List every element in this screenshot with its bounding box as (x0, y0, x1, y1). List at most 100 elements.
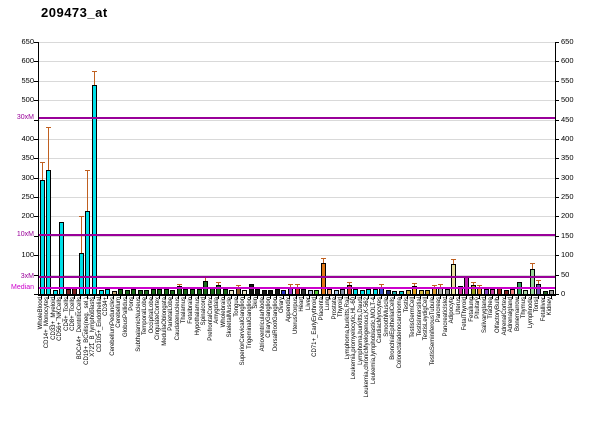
x-tick (531, 296, 533, 299)
x-tick (217, 296, 219, 299)
y-tick-left (34, 138, 38, 140)
x-tick-label: BDCA4+_DentriticCells (76, 297, 83, 360)
y-tick-right (555, 61, 559, 63)
x-tick (426, 296, 428, 299)
x-tick (485, 296, 487, 299)
x-tick-label: OlfactoryBulb (494, 297, 501, 334)
bar-Fetalbrain (189, 289, 195, 295)
error-bar-cap (346, 281, 352, 283)
gridline (39, 61, 555, 63)
error-bar-cap (529, 262, 535, 264)
x-tick (106, 296, 108, 299)
x-tick (86, 296, 88, 299)
x-tick (126, 296, 128, 299)
x-tick (393, 296, 395, 299)
y-tick-right (555, 42, 559, 43)
y-axis-label-right: 350 (561, 153, 574, 163)
error-bar (348, 281, 350, 285)
y-tick-right (555, 197, 559, 199)
chart-title: 209473_at (41, 5, 108, 20)
x-tick (204, 296, 206, 299)
error-bar-cap (78, 216, 84, 218)
error-bar (94, 71, 96, 85)
refline-Median (39, 287, 555, 290)
bar-CD19+_BCells(neg._sel.) (85, 211, 91, 295)
y-axis-label-left: 500 (21, 95, 34, 105)
x-tick (302, 296, 304, 299)
bar-Ovary (281, 290, 287, 295)
y-axis-label-left: 300 (21, 172, 34, 182)
x-tick (132, 296, 134, 299)
y-tick-right (555, 216, 559, 218)
x-tick-label: Colorectaladenocarcinoma (397, 297, 403, 369)
x-tick (315, 296, 317, 299)
bar-CD71+_EarlyErythroid (314, 290, 320, 295)
refline-label-3xM: 3xM (20, 272, 34, 280)
x-tick (341, 296, 343, 299)
gridline (39, 158, 555, 160)
y-axis-label-right: 150 (561, 230, 574, 240)
bar-TestisGermCell (412, 286, 418, 295)
x-tick (119, 296, 121, 299)
error-bar (531, 262, 533, 269)
bar-AdrenalCortex (503, 290, 509, 295)
bar-CD105+_Endothelial (98, 290, 104, 295)
error-bar (205, 276, 207, 281)
x-tick (73, 296, 75, 299)
y-tick-left (34, 158, 38, 160)
bar-X721_B_lymphoblasts (92, 85, 98, 295)
y-tick-left (34, 61, 38, 63)
x-tick (276, 296, 278, 299)
x-tick (518, 296, 520, 299)
y-axis-label-left: 400 (21, 133, 34, 143)
x-tick (348, 296, 350, 299)
bar-Kidney (549, 290, 555, 295)
error-bar (414, 282, 416, 286)
x-tick (243, 296, 245, 299)
bar-SubthalamicNucleus (137, 290, 143, 295)
refline-30xM (39, 116, 555, 119)
plot-area (38, 42, 556, 296)
y-tick-right (555, 274, 559, 276)
y-tick-right (555, 177, 559, 179)
bar-Hypothalamus (196, 289, 202, 295)
y-tick-left (34, 119, 38, 121)
x-tick-label: TestisGermCell (410, 297, 417, 338)
y-tick-left (34, 42, 38, 43)
x-tick (387, 296, 389, 299)
x-tick (446, 296, 448, 299)
x-tick (544, 296, 546, 299)
x-tick (328, 296, 330, 299)
bar-CD34+ (105, 289, 111, 295)
y-axis-label-right: 300 (561, 172, 574, 182)
error-bar-cap (216, 281, 222, 283)
x-tick (380, 296, 382, 299)
x-tick (309, 296, 311, 299)
x-tick (250, 296, 252, 299)
y-tick-left (34, 235, 38, 237)
x-tick-label: Spinalcord (201, 297, 208, 326)
y-axis-label-right: 250 (561, 192, 574, 202)
bar-Adipocyte (451, 264, 457, 295)
gridline (39, 235, 555, 237)
bar-SuperiorCervicalGanglion (242, 290, 248, 295)
bar-Thalamus (183, 289, 189, 295)
y-axis-label-right: 50 (561, 269, 570, 279)
bar-Thymus (523, 290, 529, 295)
x-tick (54, 296, 56, 299)
error-bar-cap (46, 127, 52, 129)
x-tick (354, 296, 356, 299)
x-tick (433, 296, 435, 299)
x-tick (413, 296, 415, 299)
x-tick (452, 296, 454, 299)
bar-Tonsil (536, 284, 542, 295)
x-tick (296, 296, 297, 299)
error-bar-cap (536, 280, 542, 282)
error-bar (289, 284, 291, 287)
x-tick (269, 296, 271, 299)
error-bar-cap (470, 281, 476, 283)
bar-Pons (131, 289, 137, 295)
y-tick-left (34, 294, 38, 295)
x-tick (491, 296, 493, 299)
y-axis-label-right: 650 (561, 37, 574, 46)
